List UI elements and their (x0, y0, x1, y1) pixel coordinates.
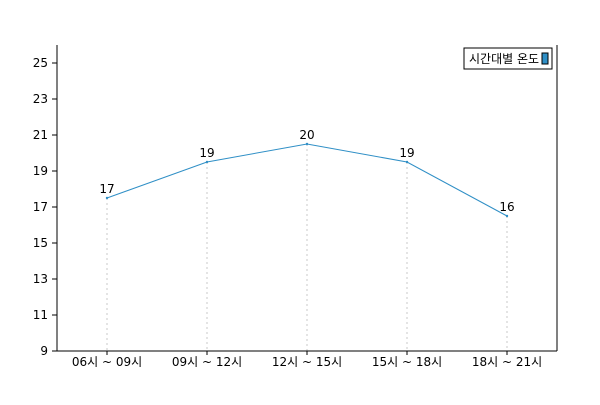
data-point (205, 160, 209, 164)
data-point (105, 196, 109, 200)
data-point (505, 214, 509, 218)
series-layer: 17 19 20 19 16 (99, 128, 515, 218)
data-label: 17 (99, 182, 114, 196)
y-tick-label: 11 (33, 308, 48, 322)
y-tick-label: 21 (33, 128, 48, 142)
legend: 시간대별 온도 (463, 47, 553, 70)
y-tick-label: 19 (33, 164, 48, 178)
data-point (405, 160, 409, 164)
x-tick-label: 12시 ~ 15시 (272, 355, 342, 369)
x-tick-label: 18시 ~ 21시 (472, 355, 542, 369)
data-label: 19 (399, 146, 414, 160)
data-label: 16 (499, 200, 514, 214)
y-tick-label: 23 (33, 92, 48, 106)
legend-box (463, 47, 553, 70)
data-label: 19 (199, 146, 214, 160)
x-tick-label: 06시 ~ 09시 (72, 355, 142, 369)
data-point (305, 142, 309, 146)
y-tick-label: 25 (33, 56, 48, 70)
y-tick-label: 17 (33, 200, 48, 214)
y-tick-label: 9 (40, 344, 48, 358)
x-tick-label: 09시 ~ 12시 (172, 355, 242, 369)
grid-lines (106, 144, 508, 351)
y-tick-label: 15 (33, 236, 48, 250)
legend-entry-label: 시간대별 온도 (469, 52, 539, 66)
axes: 9 11 13 15 17 19 21 23 25 06시 ~ 09시 09시 ~ 12시 12시 ~… (33, 45, 558, 369)
data-label: 20 (299, 128, 314, 142)
y-tick-label: 13 (33, 272, 48, 286)
legend-swatch (541, 52, 549, 65)
x-tick-label: 15시 ~ 18시 (372, 355, 442, 369)
